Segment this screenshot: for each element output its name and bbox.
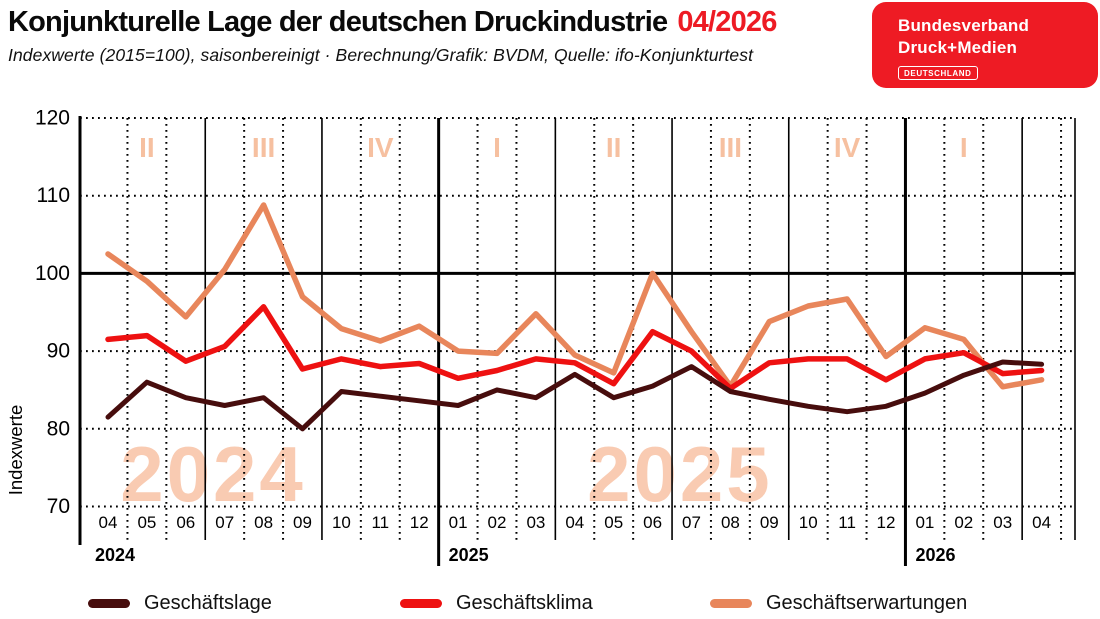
bvdm-logo: Bundesverband Druck+Medien DEUTSCHLAND	[872, 2, 1098, 88]
legend-item-geschaeftserwartungen: Geschäftserwartungen	[710, 588, 967, 618]
x-tick-label-3: 07	[215, 513, 234, 532]
legend-item-geschaeftslage: Geschäftslage	[88, 588, 272, 618]
y-tick-label-70: 70	[47, 495, 70, 518]
x-tick-label-21: 01	[915, 513, 934, 532]
x-tick-label-16: 08	[721, 513, 740, 532]
subtitle: Indexwerte (2015=100), saisonbereinigt ·…	[8, 45, 754, 65]
year-label-2025: 2025	[449, 545, 489, 565]
x-tick-label-10: 02	[488, 513, 507, 532]
y-tick-label-110: 110	[37, 184, 70, 207]
quarter-label-6: IV	[834, 132, 861, 163]
series-line-klima	[105, 304, 1045, 392]
x-tick-label-14: 06	[643, 513, 662, 532]
legend-label-geschaeftserwartungen: Geschäftserwartungen	[766, 591, 968, 614]
logo-badge-deutschland: DEUTSCHLAND	[898, 66, 978, 80]
x-tick-label-0: 04	[99, 513, 118, 532]
series-line-lage	[105, 359, 1045, 432]
y-tick-label-100: 100	[35, 262, 70, 285]
legend: Geschäftslage Geschäftsklima Geschäftser…	[0, 588, 1100, 618]
quarter-label-2: IV	[367, 132, 394, 163]
watermark-year-2025: 2025	[587, 430, 773, 518]
legend-swatch-geschaeftserwartungen	[710, 598, 752, 608]
x-tick-label-12: 04	[565, 513, 584, 532]
y-axis-title: Indexwerte	[5, 405, 26, 496]
legend-item-geschaeftsklima: Geschäftsklima	[400, 588, 593, 618]
quarter-label-1: III	[252, 132, 275, 163]
quarter-label-0: II	[139, 132, 155, 163]
logo-line-2: Druck+Medien	[898, 38, 1018, 57]
x-tick-label-20: 12	[877, 513, 896, 532]
quarter-label-5: III	[719, 132, 742, 163]
x-tick-label-23: 03	[993, 513, 1012, 532]
year-label-2024: 2024	[95, 545, 135, 565]
logo-line-1: Bundesverband	[898, 16, 1030, 35]
title-text: Konjunkturelle Lage der deutschen Drucki…	[8, 6, 668, 38]
legend-swatch-geschaeftsklima	[400, 598, 442, 608]
x-tick-label-4: 08	[254, 513, 273, 532]
quarter-label-3: I	[493, 132, 501, 163]
series-line-erwartungen	[105, 202, 1045, 390]
quarter-label-7: I	[960, 132, 968, 163]
x-tick-label-17: 09	[760, 513, 779, 532]
x-tick-label-5: 09	[293, 513, 312, 532]
y-tick-label-120: 120	[35, 107, 70, 130]
page-title: Konjunkturelle Lage der deutschen Drucki…	[8, 6, 777, 39]
watermark-year-2024: 2024	[120, 430, 306, 518]
legend-swatch-geschaeftslage	[88, 598, 130, 608]
x-tick-label-18: 10	[799, 513, 818, 532]
y-tick-label-80: 80	[47, 417, 70, 440]
x-tick-label-13: 05	[604, 513, 623, 532]
legend-label-geschaeftslage: Geschäftslage	[144, 591, 272, 614]
x-tick-label-11: 03	[526, 513, 545, 532]
x-tick-label-7: 11	[371, 513, 389, 532]
x-tick-label-9: 01	[449, 513, 468, 532]
x-tick-label-15: 07	[682, 513, 701, 532]
title-edition: 04/2026	[677, 6, 777, 38]
x-tick-label-2: 06	[176, 513, 195, 532]
x-tick-label-19: 11	[838, 513, 856, 532]
x-tick-label-22: 02	[954, 513, 973, 532]
year-label-2026: 2026	[915, 545, 955, 565]
legend-label-geschaeftsklima: Geschäftsklima	[456, 591, 593, 614]
x-tick-label-6: 10	[332, 513, 351, 532]
x-tick-label-1: 05	[137, 513, 156, 532]
x-tick-label-24: 04	[1032, 513, 1051, 532]
x-tick-label-8: 12	[410, 513, 429, 532]
header: Konjunkturelle Lage der deutschen Drucki…	[8, 6, 777, 66]
quarter-label-4: II	[606, 132, 622, 163]
y-tick-label-90: 90	[47, 340, 70, 363]
